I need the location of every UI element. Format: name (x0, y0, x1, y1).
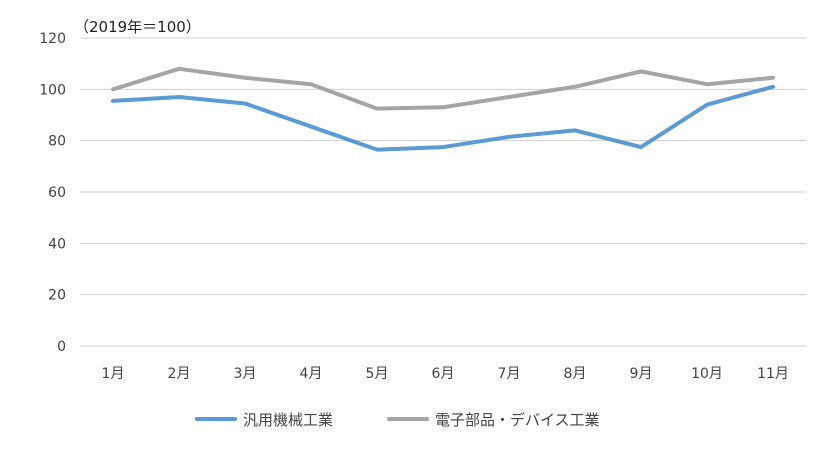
legend-label: 汎用機械工業 (243, 411, 333, 429)
y-tick-label: 60 (48, 185, 66, 201)
unit-note: （2019年＝100） (74, 18, 201, 36)
x-tick-label: 6月 (432, 366, 455, 382)
x-tick-label: 7月 (498, 366, 521, 382)
x-tick-label: 10月 (691, 366, 723, 382)
y-tick-label: 100 (39, 82, 66, 98)
y-axis-ticks: 0 20 40 60 80 100 120 (39, 31, 66, 355)
x-tick-label: 1月 (102, 366, 125, 382)
x-tick-label: 11月 (757, 366, 789, 382)
x-tick-label: 8月 (564, 366, 587, 382)
x-tick-label: 3月 (234, 366, 257, 382)
x-tick-label: 2月 (168, 366, 191, 382)
series-lines (111, 66, 775, 152)
y-tick-label: 120 (39, 31, 66, 47)
x-tick-label: 4月 (300, 366, 323, 382)
series-line-1 (111, 66, 775, 111)
series-line-0 (111, 84, 775, 152)
x-tick-label: 5月 (366, 366, 389, 382)
legend-label: 電子部品・デバイス工業 (435, 411, 600, 429)
y-tick-label: 40 (48, 236, 66, 252)
x-tick-label: 9月 (630, 366, 653, 382)
y-tick-label: 80 (48, 134, 66, 150)
y-tick-label: 0 (57, 339, 66, 355)
gridlines (80, 37, 806, 347)
x-axis-ticks: 1月 2月 3月 4月 5月 6月 7月 8月 9月 10月 11月 (102, 366, 789, 382)
legend: 汎用機械工業 電子部品・デバイス工業 (195, 411, 600, 429)
y-tick-label: 20 (48, 288, 66, 304)
